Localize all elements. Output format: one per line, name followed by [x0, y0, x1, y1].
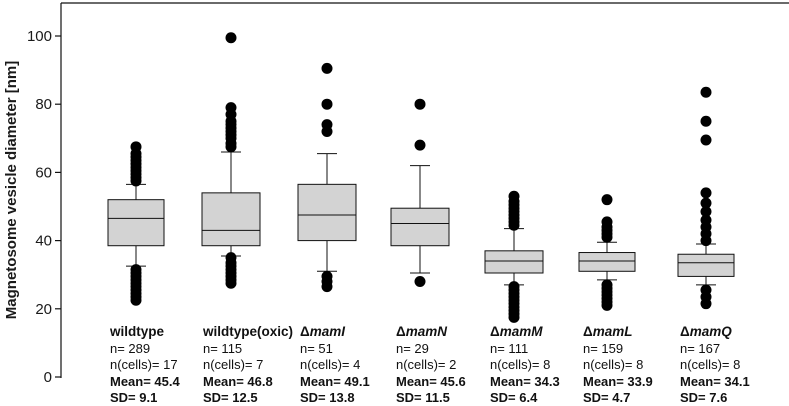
group-n: n= 167 — [680, 341, 720, 356]
group-name-text: wildtype(oxic) — [202, 324, 293, 339]
group-mean: Mean= 33.9 — [583, 374, 653, 389]
group-n: n= 51 — [300, 341, 333, 356]
group-n: n= 159 — [583, 341, 623, 356]
y-ticks: 0 20 40 60 80 100 — [27, 28, 61, 386]
group-mean: Mean= 45.4 — [110, 374, 181, 389]
outlier-point — [700, 134, 712, 146]
outlier-point — [130, 141, 142, 153]
group-name: wildtype(oxic) — [202, 324, 293, 339]
group-n: n= 111 — [490, 341, 528, 356]
outlier-point — [700, 197, 712, 209]
group-cells: n(cells)= 8 — [490, 357, 550, 372]
group-cells: n(cells)= 4 — [300, 357, 360, 372]
outlier-point — [508, 190, 520, 202]
group-sd: SD= 4.7 — [583, 390, 630, 405]
group-sd: SD= 12.5 — [203, 390, 258, 405]
delta-symbol: Δ — [300, 324, 310, 339]
axes: Magnetosome vesicle diameter [nm] — [3, 2, 789, 378]
box — [107, 199, 165, 247]
outlier-point — [321, 270, 333, 282]
group-sd: SD= 7.6 — [680, 390, 727, 405]
box — [390, 207, 450, 247]
group-cells: n(cells)= 8 — [583, 357, 643, 372]
box-group — [390, 98, 450, 288]
outlier-point — [225, 32, 237, 44]
outlier-point — [700, 115, 712, 127]
delta-symbol: Δ — [490, 324, 500, 339]
group-sd: SD= 6.4 — [490, 390, 538, 405]
box — [297, 183, 357, 242]
group-cells: n(cells)= 17 — [110, 357, 178, 372]
y-tick-label: 0 — [44, 369, 52, 386]
group-n: n= 115 — [203, 341, 242, 356]
outlier-point — [414, 98, 426, 110]
group-name: wildtype — [109, 324, 164, 339]
box-group — [484, 190, 544, 323]
group-n: n= 289 — [110, 341, 150, 356]
group-name-text: mamI — [310, 324, 346, 339]
group-cells: n(cells)= 8 — [680, 357, 740, 372]
box — [578, 252, 636, 272]
group-name-text: mamM — [500, 324, 544, 339]
group-mean: Mean= 34.1 — [680, 374, 750, 389]
delta-symbol: Δ — [396, 324, 406, 339]
outlier-point — [700, 206, 712, 218]
y-tick-label: 20 — [35, 301, 52, 318]
group-cells: n(cells)= 7 — [203, 357, 263, 372]
outlier-point — [601, 194, 613, 206]
delta-symbol: Δ — [680, 324, 690, 339]
y-axis-label: Magnetosome vesicle diameter [nm] — [3, 61, 20, 319]
y-tick-label: 80 — [35, 96, 52, 113]
outlier-point — [700, 187, 712, 199]
group-mean: Mean= 45.6 — [396, 374, 466, 389]
outlier-point — [321, 62, 333, 74]
group-n: n= 29 — [396, 341, 429, 356]
outlier-point — [225, 252, 237, 264]
y-tick-label: 60 — [35, 164, 52, 181]
group-mean: Mean= 46.8 — [203, 374, 273, 389]
group-name: ΔmamI — [300, 324, 345, 339]
group-sd: SD= 11.5 — [396, 390, 450, 405]
outlier-point — [601, 216, 613, 228]
outlier-point — [700, 284, 712, 296]
group-name-text: wildtype — [109, 324, 164, 339]
box — [677, 253, 735, 277]
outlier-point — [700, 214, 712, 226]
group-sd: SD= 13.8 — [300, 390, 355, 405]
group-name-text: mamN — [406, 324, 448, 339]
outlier-point — [601, 279, 613, 291]
outlier-point — [414, 276, 426, 288]
outlier-point — [321, 98, 333, 110]
outlier-point — [508, 281, 520, 293]
outlier-point — [414, 139, 426, 151]
group-cells: n(cells)= 2 — [396, 357, 456, 372]
box-group — [201, 32, 261, 289]
box-group — [297, 62, 357, 293]
box-group — [677, 86, 735, 310]
group-mean: Mean= 49.1 — [300, 374, 370, 389]
group-name: ΔmamN — [396, 324, 447, 339]
box — [484, 250, 544, 274]
group-mean: Mean= 34.3 — [490, 374, 560, 389]
group-sd: SD= 9.1 — [110, 390, 157, 405]
y-tick-label: 40 — [35, 233, 52, 250]
outlier-point — [700, 86, 712, 98]
group-name: ΔmamL — [583, 324, 632, 339]
box-group — [107, 141, 165, 306]
group-name-text: mamL — [593, 324, 633, 339]
box — [201, 192, 261, 247]
group-name: ΔmamM — [490, 324, 543, 339]
delta-symbol: Δ — [583, 324, 593, 339]
outlier-point — [321, 119, 333, 131]
box-group — [578, 194, 636, 311]
boxes — [107, 32, 735, 323]
outlier-point — [130, 264, 142, 276]
y-tick-label: 100 — [27, 28, 52, 45]
group-name: ΔmamQ — [680, 324, 732, 339]
group-name-text: mamQ — [690, 324, 733, 339]
outlier-point — [225, 102, 237, 114]
